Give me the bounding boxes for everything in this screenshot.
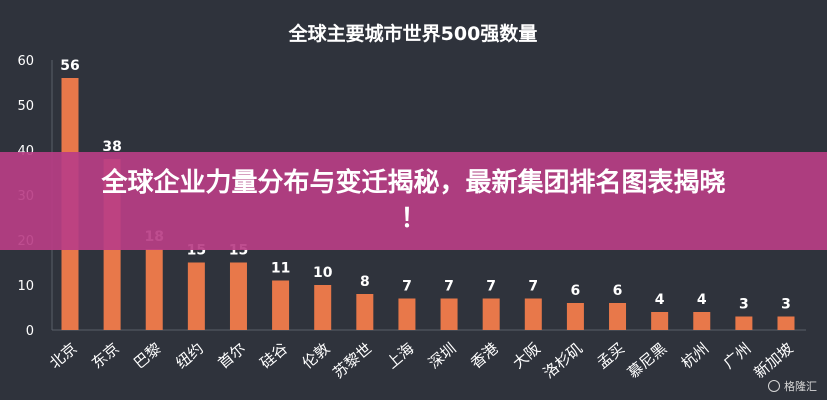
bar xyxy=(272,280,290,330)
bar xyxy=(398,298,416,330)
y-tick-label: 50 xyxy=(17,99,34,114)
watermark: 格隆汇 xyxy=(768,378,817,394)
headline-banner: 全球企业力量分布与变迁揭秘，最新集团排名图表揭晓 ！ xyxy=(0,152,827,250)
value-label: 4 xyxy=(655,292,665,308)
bar xyxy=(314,285,332,330)
bar xyxy=(440,298,458,330)
category-label: 纽约 xyxy=(172,339,207,372)
value-label: 3 xyxy=(781,297,791,313)
category-label: 首尔 xyxy=(214,339,249,372)
category-label: 伦敦 xyxy=(299,339,334,372)
category-label: 硅谷 xyxy=(257,339,292,372)
category-label: 孟买 xyxy=(594,339,629,372)
bar xyxy=(651,312,669,330)
bar xyxy=(229,262,247,330)
category-label: 广州 xyxy=(720,339,755,372)
bar xyxy=(735,316,753,330)
bar xyxy=(356,294,374,330)
category-label: 深圳 xyxy=(425,339,460,372)
bar xyxy=(482,298,500,330)
bar xyxy=(609,303,627,330)
value-label: 8 xyxy=(360,274,370,290)
value-label: 11 xyxy=(271,261,290,277)
headline-line-1: 全球企业力量分布与变迁揭秘，最新集团排名图表揭晓 xyxy=(101,168,726,198)
category-label: 香港 xyxy=(467,339,502,372)
headline-line-2: ！ xyxy=(400,204,427,234)
value-label: 6 xyxy=(571,283,581,299)
category-label: 巴黎 xyxy=(130,339,165,372)
value-label: 7 xyxy=(528,279,538,295)
bar xyxy=(145,249,163,330)
bar xyxy=(187,262,205,330)
category-label: 东京 xyxy=(88,339,123,372)
watermark-text: 格隆汇 xyxy=(784,380,817,393)
y-tick-label: 0 xyxy=(26,324,34,339)
bar xyxy=(566,303,584,330)
value-label: 4 xyxy=(697,292,707,308)
value-label: 56 xyxy=(60,58,79,74)
category-label: 新加坡 xyxy=(751,339,797,382)
category-label: 慕尼黑 xyxy=(624,339,670,382)
value-label: 3 xyxy=(739,297,749,313)
category-label: 苏黎世 xyxy=(329,339,375,382)
value-label: 6 xyxy=(613,283,623,299)
y-tick-label: 10 xyxy=(17,279,34,294)
category-label: 杭州 xyxy=(678,339,713,372)
value-label: 7 xyxy=(444,279,454,295)
bar xyxy=(777,316,795,330)
category-label: 北京 xyxy=(46,339,81,372)
value-label: 38 xyxy=(102,139,121,155)
y-tick-label: 60 xyxy=(17,54,34,69)
bar xyxy=(524,298,542,330)
value-label: 10 xyxy=(313,265,333,281)
chart-title: 全球主要城市世界500强数量 xyxy=(288,22,538,45)
category-label: 上海 xyxy=(383,339,418,372)
value-label: 7 xyxy=(486,279,496,295)
watermark-logo-icon xyxy=(768,380,780,392)
category-label: 大阪 xyxy=(509,339,544,372)
category-label: 洛杉矶 xyxy=(540,339,586,382)
bar xyxy=(693,312,711,330)
value-label: 7 xyxy=(402,279,412,295)
